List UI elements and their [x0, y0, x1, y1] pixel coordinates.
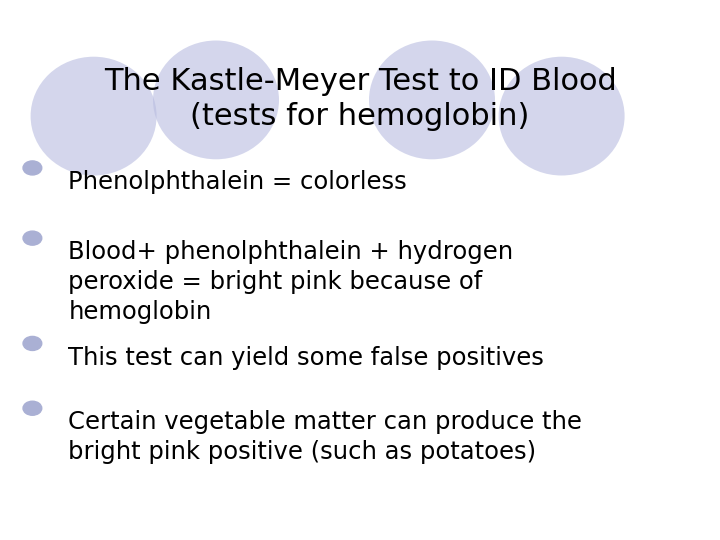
Text: The Kastle-Meyer Test to ID Blood
(tests for hemoglobin): The Kastle-Meyer Test to ID Blood (tests… [104, 68, 616, 131]
Text: This test can yield some false positives: This test can yield some false positives [68, 346, 544, 369]
Text: Certain vegetable matter can produce the
bright pink positive (such as potatoes): Certain vegetable matter can produce the… [68, 410, 582, 464]
Text: Blood+ phenolphthalein + hydrogen
peroxide = bright pink because of
hemoglobin: Blood+ phenolphthalein + hydrogen peroxi… [68, 240, 513, 323]
Text: Phenolphthalein = colorless: Phenolphthalein = colorless [68, 170, 407, 194]
